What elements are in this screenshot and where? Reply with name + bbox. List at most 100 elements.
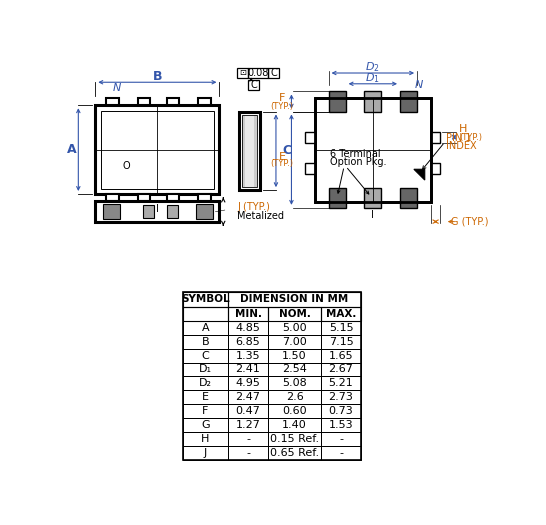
Text: C: C [282, 144, 291, 157]
Text: H: H [459, 124, 467, 134]
Bar [183, 432, 228, 446]
Bar [198, 194, 211, 201]
Text: B: B [153, 70, 162, 82]
Bar [431, 132, 440, 143]
Text: J (TYP.): J (TYP.) [237, 202, 270, 212]
Text: 7.00: 7.00 [282, 337, 307, 347]
Text: C: C [250, 80, 257, 90]
Text: MAX.: MAX. [326, 309, 356, 319]
Bar [314, 98, 431, 202]
Text: Metalized: Metalized [237, 211, 284, 221]
Text: -: - [246, 434, 250, 444]
Text: A: A [201, 323, 209, 333]
Bar [329, 188, 346, 208]
Bar [239, 111, 260, 190]
Text: 1.35: 1.35 [236, 351, 260, 361]
Bar [268, 376, 321, 390]
Bar [183, 321, 228, 335]
Text: Option Pkg.: Option Pkg. [330, 158, 387, 167]
Text: J: J [204, 448, 207, 458]
Bar [321, 307, 361, 321]
Bar [228, 335, 268, 349]
Text: 2.47: 2.47 [235, 392, 260, 402]
Bar [198, 98, 211, 106]
Text: 2.6: 2.6 [286, 392, 304, 402]
Bar [245, 114, 254, 187]
Bar [96, 201, 219, 223]
Text: N: N [113, 83, 121, 93]
Text: NOM.: NOM. [278, 309, 311, 319]
Bar [183, 446, 228, 459]
Bar [196, 204, 213, 219]
Bar [248, 68, 268, 78]
Text: 2.41: 2.41 [236, 364, 260, 374]
Bar [228, 390, 268, 404]
Bar [268, 418, 321, 432]
Bar [183, 390, 228, 404]
Bar [183, 335, 228, 349]
Bar [268, 307, 321, 321]
Text: I: I [371, 211, 374, 220]
Text: (TYP.): (TYP.) [271, 159, 294, 168]
Text: N: N [415, 80, 424, 90]
Text: 1.53: 1.53 [329, 420, 353, 430]
Bar [96, 106, 219, 194]
Bar [321, 418, 361, 432]
Bar [242, 114, 257, 187]
Text: D₂: D₂ [199, 379, 212, 388]
Text: E: E [202, 392, 209, 402]
Bar [329, 91, 346, 111]
Text: $D_1$: $D_1$ [365, 71, 380, 85]
Bar [228, 404, 268, 418]
Bar [228, 376, 268, 390]
Text: 0.47: 0.47 [236, 406, 260, 416]
Bar [228, 321, 268, 335]
Text: H: H [201, 434, 210, 444]
Text: 7.15: 7.15 [329, 337, 353, 347]
Bar [242, 114, 257, 187]
Bar [400, 91, 417, 111]
Bar [400, 188, 417, 208]
Bar [138, 194, 150, 201]
Text: 4.95: 4.95 [236, 379, 260, 388]
Bar [228, 307, 268, 321]
Bar [364, 91, 381, 111]
Text: G: G [201, 420, 210, 430]
Text: D₁: D₁ [199, 364, 212, 374]
Bar [321, 404, 361, 418]
Text: 0.73: 0.73 [329, 406, 353, 416]
Text: G (TYP.): G (TYP.) [451, 217, 489, 227]
Text: $D_2$: $D_2$ [365, 60, 380, 74]
Bar [321, 432, 361, 446]
Text: 5.00: 5.00 [282, 323, 307, 333]
Text: 1.40: 1.40 [282, 420, 307, 430]
Text: 1.65: 1.65 [329, 351, 353, 361]
Text: 1.50: 1.50 [282, 351, 307, 361]
Text: 2.67: 2.67 [329, 364, 353, 374]
Bar [314, 98, 431, 202]
Text: DIMENSION IN MM: DIMENSION IN MM [240, 295, 349, 304]
Polygon shape [414, 169, 425, 180]
Bar [321, 446, 361, 459]
Bar [183, 292, 361, 459]
Text: (TYP.): (TYP.) [271, 102, 294, 111]
Text: I: I [156, 204, 159, 214]
Bar [321, 321, 361, 335]
Text: 0.60: 0.60 [282, 406, 307, 416]
Text: 4.85: 4.85 [236, 323, 260, 333]
Text: 5.21: 5.21 [329, 379, 353, 388]
Text: 0.08: 0.08 [247, 68, 269, 78]
Bar [167, 98, 179, 106]
Bar [167, 194, 179, 201]
Bar [228, 363, 268, 376]
Text: PIN 1: PIN 1 [447, 133, 472, 143]
Text: -: - [339, 448, 343, 458]
Bar [268, 363, 321, 376]
Bar [321, 363, 361, 376]
Text: -: - [339, 434, 343, 444]
Text: 2.73: 2.73 [329, 392, 353, 402]
Bar [228, 418, 268, 432]
Bar [268, 335, 321, 349]
Bar [101, 111, 214, 188]
Bar [167, 205, 177, 218]
